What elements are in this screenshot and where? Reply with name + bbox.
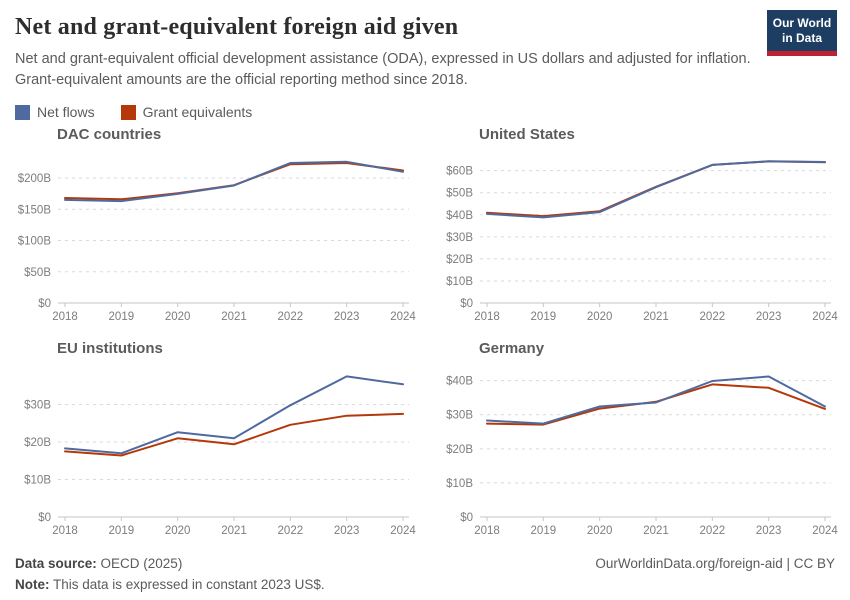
y-tick-label: $150B [18,204,52,216]
y-tick-label: $20B [24,437,51,449]
x-tick-label: 2018 [52,525,78,537]
note-value: This data is expressed in constant 2023 … [49,577,325,593]
data-source-value: OECD (2025) [96,556,183,572]
chart-panel-united-states: United States $0 $10B $20B $30B $40B $50B $60B… [437,126,843,330]
chart-panel-eu-institutions: EU institutions $0 $10B $20B $30B 2018 2019 20… [15,340,421,544]
y-tick-label: $30B [446,410,473,422]
y-tick-label: $200B [18,173,52,185]
note-line: Note: This data is expressed in constant… [15,577,325,592]
line-chart-eu-institutions: $0 $10B $20B $30B 2018 2019 2020 2021 2022 2023 20… [24,375,416,537]
chart-header: Net and grant-equivalent foreign aid giv… [0,0,850,90]
x-tick-label: 2024 [812,311,838,323]
x-tick-label: 2022 [700,525,726,537]
x-tick-label: 2019 [109,525,135,537]
y-tick-label: $50B [24,267,51,279]
x-tick-label: 2023 [756,525,782,537]
x-tick-label: 2022 [700,311,726,323]
x-tick-label: 2019 [531,525,557,537]
line-chart-united-states: $0 $10B $20B $30B $40B $50B $60B 2018 2019 2020 20… [446,160,838,323]
chart-title-united-states: United States [479,126,575,144]
chart-title-eu-institutions: EU institutions [57,340,163,358]
chart-legend: Net flows Grant equivalents [0,90,850,122]
y-tick-label: $10B [24,475,51,487]
x-tick-label: 2021 [221,311,247,323]
chart-title-germany: Germany [479,340,545,358]
x-tick-label: 2020 [587,525,613,537]
legend-label-net-flows: Net flows [37,104,95,121]
y-tick-label: $30B [446,232,473,244]
chart-subtitle: Net and grant-equivalent official develo… [15,51,751,88]
x-tick-label: 2022 [278,525,304,537]
line-chart-dac-countries: $0 $50B $100B $150B $200B 2018 2019 2020 2021 202… [18,160,416,323]
data-source-label: Data source: [15,556,97,572]
y-tick-label: $100B [18,236,52,248]
series-line-net-flows[interactable] [486,160,826,219]
y-tick-label: $0 [38,512,51,524]
series-line-grant-equivalents[interactable] [486,383,826,426]
legend-item-grant-equivalents[interactable]: Grant equivalents [120,104,253,121]
x-tick-label: 2020 [165,525,191,537]
legend-label-grant-equivalents: Grant equivalents [142,104,253,121]
note-label: Note: [15,577,50,593]
y-tick-label: $40B [446,376,473,388]
y-tick-label: $60B [446,166,473,178]
y-tick-label: $40B [446,210,473,222]
grant-equivalents-swatch-icon [120,104,136,120]
x-tick-label: 2018 [52,311,78,323]
page-title: Net and grant-equivalent foreign aid giv… [15,14,459,40]
x-tick-label: 2018 [474,525,500,537]
x-tick-label: 2021 [643,311,669,323]
series-line-net-flows[interactable] [486,375,826,425]
x-tick-label: 2022 [278,311,304,323]
owid-logo[interactable]: Our World in Data [767,10,837,56]
chart-title-dac-countries: DAC countries [57,126,162,144]
x-tick-label: 2020 [165,311,191,323]
owid-logo-line1: Our World [772,16,832,30]
x-tick-label: 2019 [109,311,135,323]
x-tick-label: 2020 [587,311,613,323]
y-tick-label: $50B [446,188,473,200]
x-tick-label: 2021 [643,525,669,537]
series-line-net-flows[interactable] [64,375,404,455]
y-tick-label: $0 [460,512,473,524]
legend-item-net-flows[interactable]: Net flows [15,104,95,120]
x-tick-label: 2024 [812,525,838,537]
charts-grid: DAC countries $0 $50B $100B $150B $200B 2018 2… [0,122,850,544]
y-tick-label: $0 [38,298,51,310]
series-line-net-flows[interactable] [64,160,404,203]
x-tick-label: 2021 [221,525,247,537]
chart-footer: Data source: OECD (2025) Note: This data… [0,544,850,598]
x-tick-label: 2019 [531,311,557,323]
net-flows-swatch-icon [15,104,30,120]
series-line-grant-equivalents[interactable] [64,413,404,457]
chart-panel-germany: Germany $0 $10B $20B $30B $40B 2018 2019 2020 20… [437,340,843,544]
x-tick-label: 2018 [474,311,500,323]
series-line-grant-equivalents[interactable] [486,160,826,218]
y-tick-label: $20B [446,254,473,266]
x-tick-label: 2023 [334,525,360,537]
x-tick-label: 2023 [756,311,782,323]
x-tick-label: 2024 [390,525,416,537]
data-source-line: Data source: OECD (2025) [15,556,325,571]
footer-left: Data source: OECD (2025) Note: This data… [15,556,325,598]
chart-panel-dac-countries: DAC countries $0 $50B $100B $150B $200B 2018 2… [15,126,421,330]
x-tick-label: 2024 [390,311,416,323]
y-tick-label: $30B [24,400,51,412]
series-line-grant-equivalents[interactable] [64,162,404,201]
owid-logo-line2: in Data [781,31,822,45]
x-tick-label: 2023 [334,311,360,323]
line-chart-germany: $0 $10B $20B $30B $40B 2018 2019 2020 2021 2022 20… [446,375,838,537]
y-tick-label: $0 [460,298,473,310]
y-tick-label: $20B [446,444,473,456]
y-tick-label: $10B [446,276,473,288]
owid-attribution-link[interactable]: OurWorldinData.org/foreign-aid | CC BY [595,556,835,572]
y-tick-label: $10B [446,478,473,490]
